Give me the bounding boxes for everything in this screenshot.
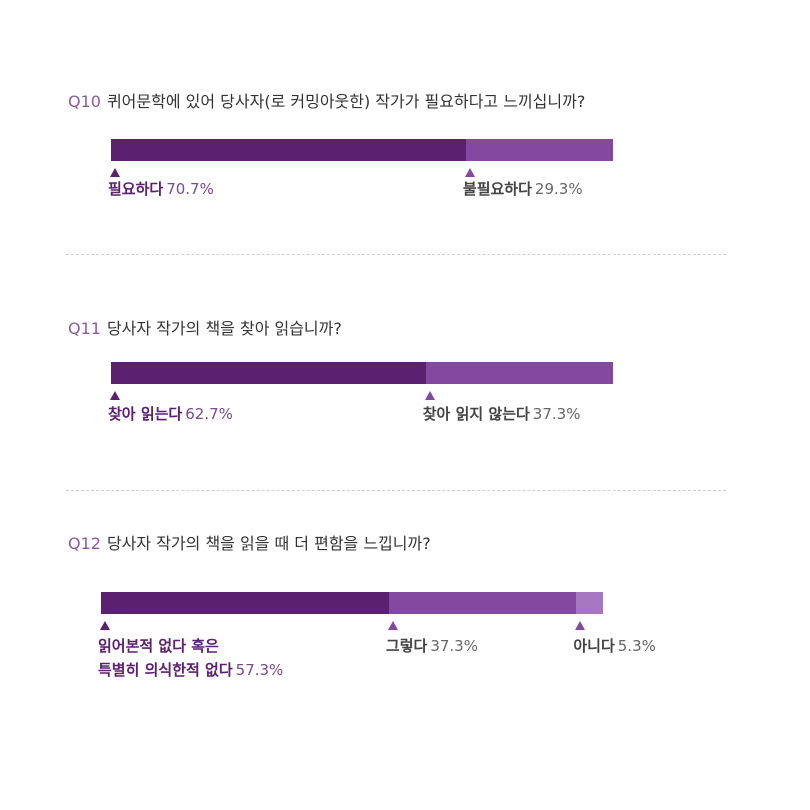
- question-heading: Q10 퀴어문학에 있어 당사자(로 커밍아웃한) 작가가 필요하다고 느끼십니까…: [68, 88, 585, 112]
- segment-label-line: 찾아 읽는다 62.7%: [108, 402, 233, 426]
- question-text: 퀴어문학에 있어 당사자(로 커밍아웃한) 작가가 필요하다고 느끼십니까?: [106, 92, 586, 111]
- segment-label-line: 필요하다 70.7%: [108, 177, 214, 201]
- segment-label: 찾아 읽지 않는다 37.3%: [423, 402, 581, 426]
- triangle-marker-icon: [100, 621, 110, 630]
- segment-label: 아니다 5.3%: [573, 634, 656, 658]
- segment-percent: 5.3%: [617, 637, 656, 655]
- triangle-marker-icon: [424, 391, 435, 400]
- bar-segment: [576, 592, 603, 614]
- question-text: 당사자 작가의 책을 찾아 읽습니까?: [106, 319, 342, 338]
- segment-category: 필요하다: [108, 180, 164, 198]
- segment-category: 불필요하다: [462, 180, 532, 198]
- triangle-marker-icon: [110, 168, 120, 177]
- bar-segment: [101, 592, 389, 614]
- segment-label: 불필요하다 29.3%: [463, 177, 583, 201]
- triangle-marker-icon: [110, 391, 120, 400]
- bar-segment: [111, 362, 426, 384]
- stacked-bar: [111, 362, 613, 384]
- segment-percent: 37.3%: [532, 405, 581, 423]
- segment-category: 특별히 의식한적 없다: [98, 661, 233, 679]
- segment-label-line: 찾아 읽지 않는다 37.3%: [423, 402, 581, 426]
- triangle-marker-icon: [464, 168, 475, 177]
- question-number: Q10: [68, 92, 101, 111]
- segment-label: 필요하다 70.7%: [108, 177, 214, 201]
- segment-category: 읽어본적 없다 혹은: [98, 637, 219, 655]
- question-text: 당사자 작가의 책을 읽을 때 더 편함을 느낍니까?: [106, 534, 431, 553]
- section-divider: [66, 254, 726, 255]
- stacked-bar: [111, 139, 613, 161]
- segment-label: 그렇다 37.3%: [386, 634, 478, 658]
- segment-category: 찾아 읽지 않는다: [422, 405, 530, 423]
- stacked-bar: [101, 592, 603, 614]
- segment-label-line: 특별히 의식한적 없다 57.3%: [98, 658, 283, 682]
- question-heading: Q11 당사자 작가의 책을 찾아 읽습니까?: [68, 315, 342, 339]
- section-divider: [66, 490, 726, 491]
- bar-segment: [111, 139, 466, 161]
- bar-segment: [388, 592, 577, 614]
- bar-segment: [465, 139, 613, 161]
- segment-percent: 37.3%: [430, 637, 478, 655]
- segment-category: 찾아 읽는다: [108, 405, 183, 423]
- segment-percent: 70.7%: [166, 180, 214, 198]
- segment-percent: 57.3%: [235, 661, 284, 679]
- segment-label: 찾아 읽는다 62.7%: [108, 402, 233, 426]
- segment-label-line: 불필요하다 29.3%: [463, 177, 583, 201]
- question-heading: Q12 당사자 작가의 책을 읽을 때 더 편함을 느낍니까?: [68, 530, 431, 554]
- segment-percent: 62.7%: [185, 405, 233, 423]
- triangle-marker-icon: [387, 621, 398, 630]
- segment-label-line: 읽어본적 없다 혹은: [98, 634, 283, 658]
- question-number: Q12: [68, 534, 101, 553]
- segment-category: 그렇다: [385, 637, 428, 655]
- segment-label-line: 그렇다 37.3%: [386, 634, 478, 658]
- segment-percent: 29.3%: [534, 180, 583, 198]
- bar-segment: [425, 362, 613, 384]
- triangle-marker-icon: [575, 621, 586, 630]
- question-number: Q11: [68, 319, 101, 338]
- segment-category: 아니다: [573, 637, 615, 655]
- segment-label-line: 아니다 5.3%: [573, 634, 656, 658]
